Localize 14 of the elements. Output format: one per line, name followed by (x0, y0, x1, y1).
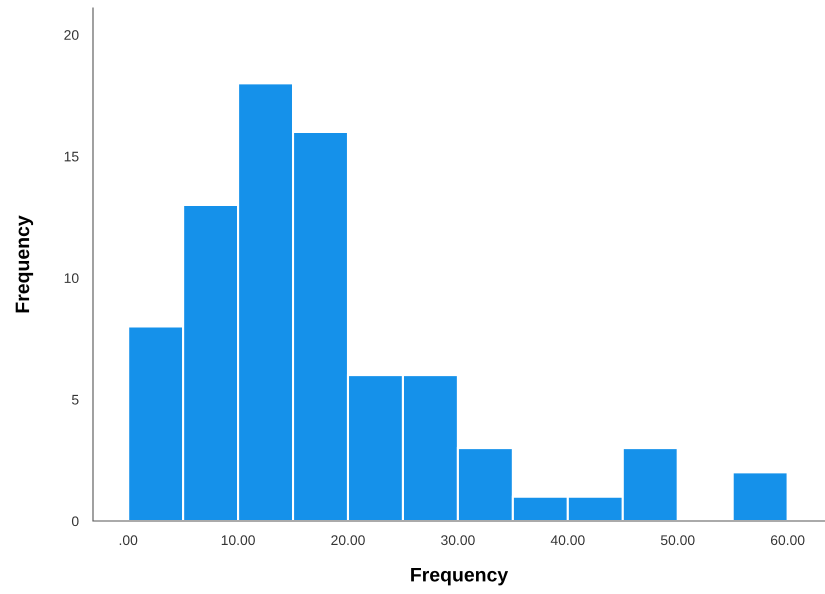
x-tick-label: 60.00 (770, 535, 804, 546)
y-axis-title: Frequency (16, 215, 34, 312)
y-tick-label: 0 (72, 516, 79, 526)
x-tick-label: 20.00 (331, 535, 365, 546)
y-tick-label: 5 (72, 394, 79, 405)
x-tick-label: 30.00 (441, 535, 475, 546)
y-tick-label: 15 (64, 152, 79, 162)
x-tick-label: .00 (120, 535, 138, 546)
x-tick-label: 10.00 (222, 535, 255, 546)
y-tick-label: 20 (64, 30, 79, 40)
x-axis-title: Frequency (411, 568, 508, 586)
x-tick-label: 40.00 (550, 535, 585, 546)
x-tick-label: 50.00 (660, 535, 695, 546)
y-tick-label: 10 (64, 273, 79, 284)
